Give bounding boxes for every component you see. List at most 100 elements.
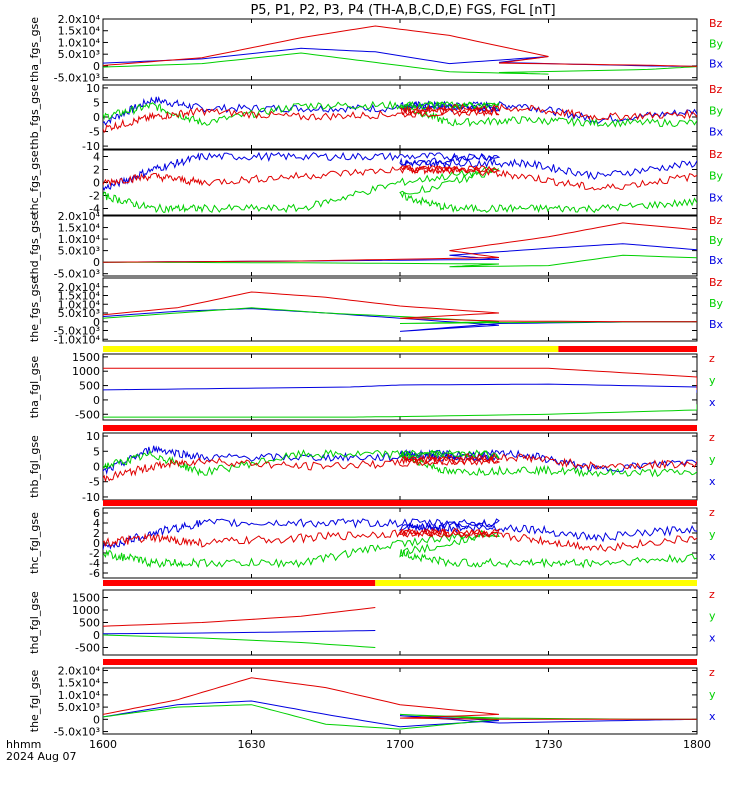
legend-label-By: By bbox=[709, 37, 724, 50]
panel-frame bbox=[102, 432, 698, 501]
flag-segment-red bbox=[558, 346, 697, 352]
legend-label-By: By bbox=[709, 104, 724, 117]
y-tick-label: 10 bbox=[86, 430, 100, 443]
y-tick-label: 500 bbox=[79, 617, 100, 630]
y-tick-label: -5 bbox=[89, 126, 100, 139]
legend-label-Bx: Bx bbox=[709, 318, 724, 331]
time-axis: 1600 1630 1700 1730 1800 bbox=[89, 738, 711, 751]
legend-label-y: y bbox=[709, 453, 716, 466]
legend-label-y: y bbox=[709, 528, 716, 541]
legend-label-By: By bbox=[709, 297, 724, 310]
y-tick-label: 10 bbox=[86, 82, 100, 95]
flag-segment-red bbox=[103, 659, 697, 665]
y-tick-label: 2.0x10⁴ bbox=[58, 210, 101, 223]
y-tick-label: 0 bbox=[93, 111, 100, 124]
y-tick-label: 0 bbox=[93, 394, 100, 407]
y-tick-label: -5.0x10³ bbox=[54, 268, 100, 281]
y-tick-label: 5 bbox=[93, 96, 100, 109]
legend-label-x: x bbox=[709, 396, 716, 409]
y-axis-label: the_fgs_gse bbox=[28, 277, 41, 342]
legend-label-y: y bbox=[709, 374, 716, 387]
y-tick-label: 2.0x10⁴ bbox=[58, 281, 101, 294]
y-tick-label: -5 bbox=[89, 476, 100, 489]
y-tick-label: -6 bbox=[89, 567, 100, 580]
series-line-Bz bbox=[103, 25, 697, 67]
series-line-z bbox=[103, 452, 697, 482]
x-tick-label: 1730 bbox=[535, 738, 563, 751]
legend-label-x: x bbox=[709, 710, 716, 723]
series-line-x bbox=[103, 630, 376, 635]
panel-frame bbox=[102, 507, 698, 579]
y-tick-label: 500 bbox=[79, 380, 100, 393]
series-line-Bz bbox=[103, 291, 697, 323]
series-line-z bbox=[103, 677, 697, 720]
y-tick-label: 0 bbox=[93, 461, 100, 474]
legend-label-z: z bbox=[709, 506, 715, 519]
y-tick-label: -5.0x10³ bbox=[54, 726, 100, 739]
y-tick-label: 5.0x10³ bbox=[58, 245, 100, 258]
y-tick-label: 2 bbox=[93, 164, 100, 177]
y-tick-label: 1000 bbox=[72, 365, 100, 378]
y-axis-label: tha_fgl_gse bbox=[28, 356, 41, 419]
y-tick-label: 0 bbox=[93, 537, 100, 550]
series-line-Bz bbox=[103, 222, 697, 263]
y-tick-label: -2 bbox=[89, 190, 100, 203]
y-axis-label: tha_fgs_gse bbox=[28, 17, 41, 82]
legend-label-Bz: Bz bbox=[709, 148, 723, 161]
time-axis-label: hhmm bbox=[6, 738, 41, 751]
series-line-x bbox=[103, 518, 697, 550]
series-line-x bbox=[103, 700, 697, 728]
y-tick-label: 1.0x10⁴ bbox=[58, 36, 101, 49]
y-tick-label: 5.0x10³ bbox=[58, 48, 100, 61]
y-tick-label: -1.0x10⁴ bbox=[54, 333, 101, 346]
legend-label-z: z bbox=[709, 588, 715, 601]
legend-label-By: By bbox=[709, 234, 724, 247]
legend-label-z: z bbox=[709, 666, 715, 679]
y-tick-label: 0 bbox=[93, 629, 100, 642]
y-tick-label: 2.0x10⁴ bbox=[58, 664, 101, 677]
legend-label-Bz: Bz bbox=[709, 83, 723, 96]
panel-frame bbox=[102, 353, 698, 421]
panel-the_fgs_gse: 2.0x10⁴1.5x10⁴1.0x10⁴5.0x10³0-5.0x10³-1.… bbox=[28, 276, 724, 346]
series-line-z bbox=[103, 367, 697, 390]
legend-label-x: x bbox=[709, 475, 716, 488]
panel-thb_fgs_gse: 105 0 -5-10 thb_fgs_gse Bz By Bx bbox=[28, 82, 724, 153]
legend-label-x: x bbox=[709, 631, 716, 644]
legend-label-Bz: Bz bbox=[709, 276, 723, 289]
y-tick-label: 5.0x10³ bbox=[58, 307, 100, 320]
y-tick-label: -2 bbox=[89, 547, 100, 560]
date-label: 2024 Aug 07 bbox=[6, 750, 76, 763]
legend-label-Bx: Bx bbox=[709, 191, 724, 204]
y-tick-label: 6 bbox=[93, 507, 100, 520]
y-axis-label: thc_fgs_gse bbox=[28, 150, 41, 215]
y-tick-label: -5.0x10³ bbox=[54, 325, 100, 338]
y-tick-label: 1.0x10⁴ bbox=[58, 689, 101, 702]
legend-label-Bx: Bx bbox=[709, 254, 724, 267]
series-line-By bbox=[103, 166, 697, 214]
y-tick-label: 1500 bbox=[72, 351, 100, 364]
y-tick-label: -5.0x10³ bbox=[54, 72, 100, 85]
panel-frame bbox=[102, 277, 698, 342]
y-axis-label: the_fgl_gse bbox=[28, 670, 41, 733]
flag-segment-red bbox=[103, 425, 697, 431]
flag-segment-red bbox=[103, 500, 697, 506]
y-tick-label: 1000 bbox=[72, 604, 100, 617]
legend-label-Bx: Bx bbox=[709, 126, 724, 139]
y-tick-label: 2.0x10⁴ bbox=[58, 13, 101, 26]
y-axis-label: thd_fgs_gse bbox=[28, 213, 41, 279]
y-tick-label: 1.5x10⁴ bbox=[58, 25, 101, 38]
y-tick-label: 1.5x10⁴ bbox=[58, 222, 101, 235]
legend-label-Bx: Bx bbox=[709, 58, 724, 71]
y-axis-label: thb_fgl_gse bbox=[28, 435, 41, 498]
series-line-By bbox=[103, 52, 697, 75]
series-line-y bbox=[103, 449, 697, 478]
legend-label-Bz: Bz bbox=[709, 214, 723, 227]
y-axis-label: thb_fgs_gse bbox=[28, 84, 41, 150]
panel-thb_fgl_gse: 10 5 0 -5 -10 thb_fgl_gse zyx bbox=[28, 430, 716, 504]
series-line-y bbox=[103, 529, 697, 569]
y-tick-label: 1.0x10⁴ bbox=[58, 298, 101, 311]
